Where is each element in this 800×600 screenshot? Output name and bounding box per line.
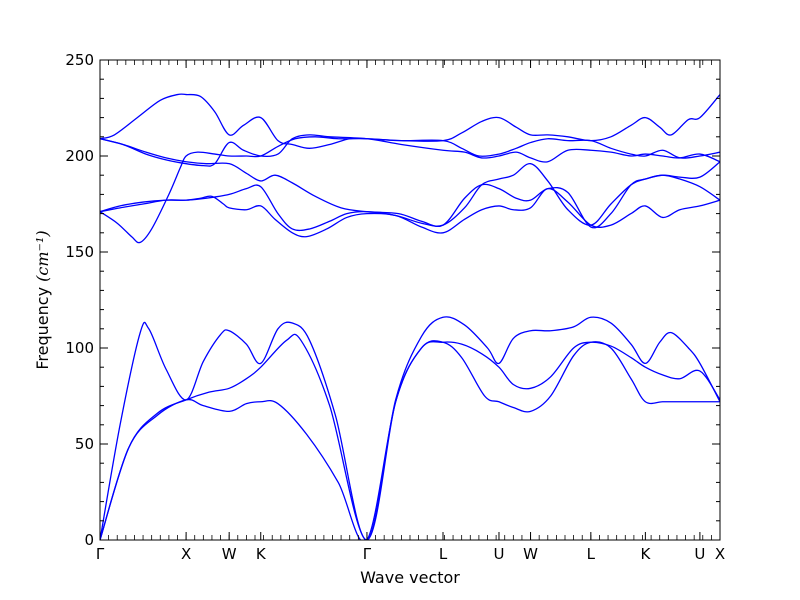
- x-tick-label: X: [181, 545, 191, 563]
- x-tick-label: K: [256, 545, 267, 563]
- y-tick-label: 100: [65, 339, 94, 357]
- y-axis-label-unit: (cm⁻¹): [33, 230, 52, 281]
- band-line-9: [100, 93, 720, 149]
- y-tick-label: 0: [84, 531, 94, 549]
- x-tick-label: W: [222, 545, 237, 563]
- x-tick-label: Γ: [363, 545, 372, 563]
- y-axis-label: Frequency (cm⁻¹): [33, 230, 52, 369]
- plot-frame: [99, 59, 721, 541]
- y-tick-label: 250: [65, 51, 94, 69]
- y-tick-label: 150: [65, 243, 94, 261]
- x-tick-label: K: [640, 545, 651, 563]
- x-tick-label: U: [493, 545, 504, 563]
- x-tick-label: L: [439, 545, 448, 563]
- x-tick-label: L: [587, 545, 596, 563]
- band-line-6: [100, 187, 720, 238]
- y-axis-label-text: Frequency: [33, 287, 52, 370]
- band-line-5: [100, 163, 720, 232]
- band-line-7: [100, 138, 720, 229]
- band-line-8: [100, 134, 720, 167]
- x-tick-label: X: [715, 545, 725, 563]
- y-tick-label: 200: [65, 147, 94, 165]
- x-tick-label: U: [694, 545, 705, 563]
- band-line-2: [100, 340, 720, 540]
- x-axis-label: Wave vector: [360, 568, 460, 587]
- x-tick-label: W: [523, 545, 538, 563]
- plot-lines: [100, 93, 720, 540]
- x-tick-label: Γ: [96, 545, 105, 563]
- axes: [99, 59, 721, 541]
- y-tick-label: 50: [75, 435, 94, 453]
- band-line-3: [100, 316, 720, 540]
